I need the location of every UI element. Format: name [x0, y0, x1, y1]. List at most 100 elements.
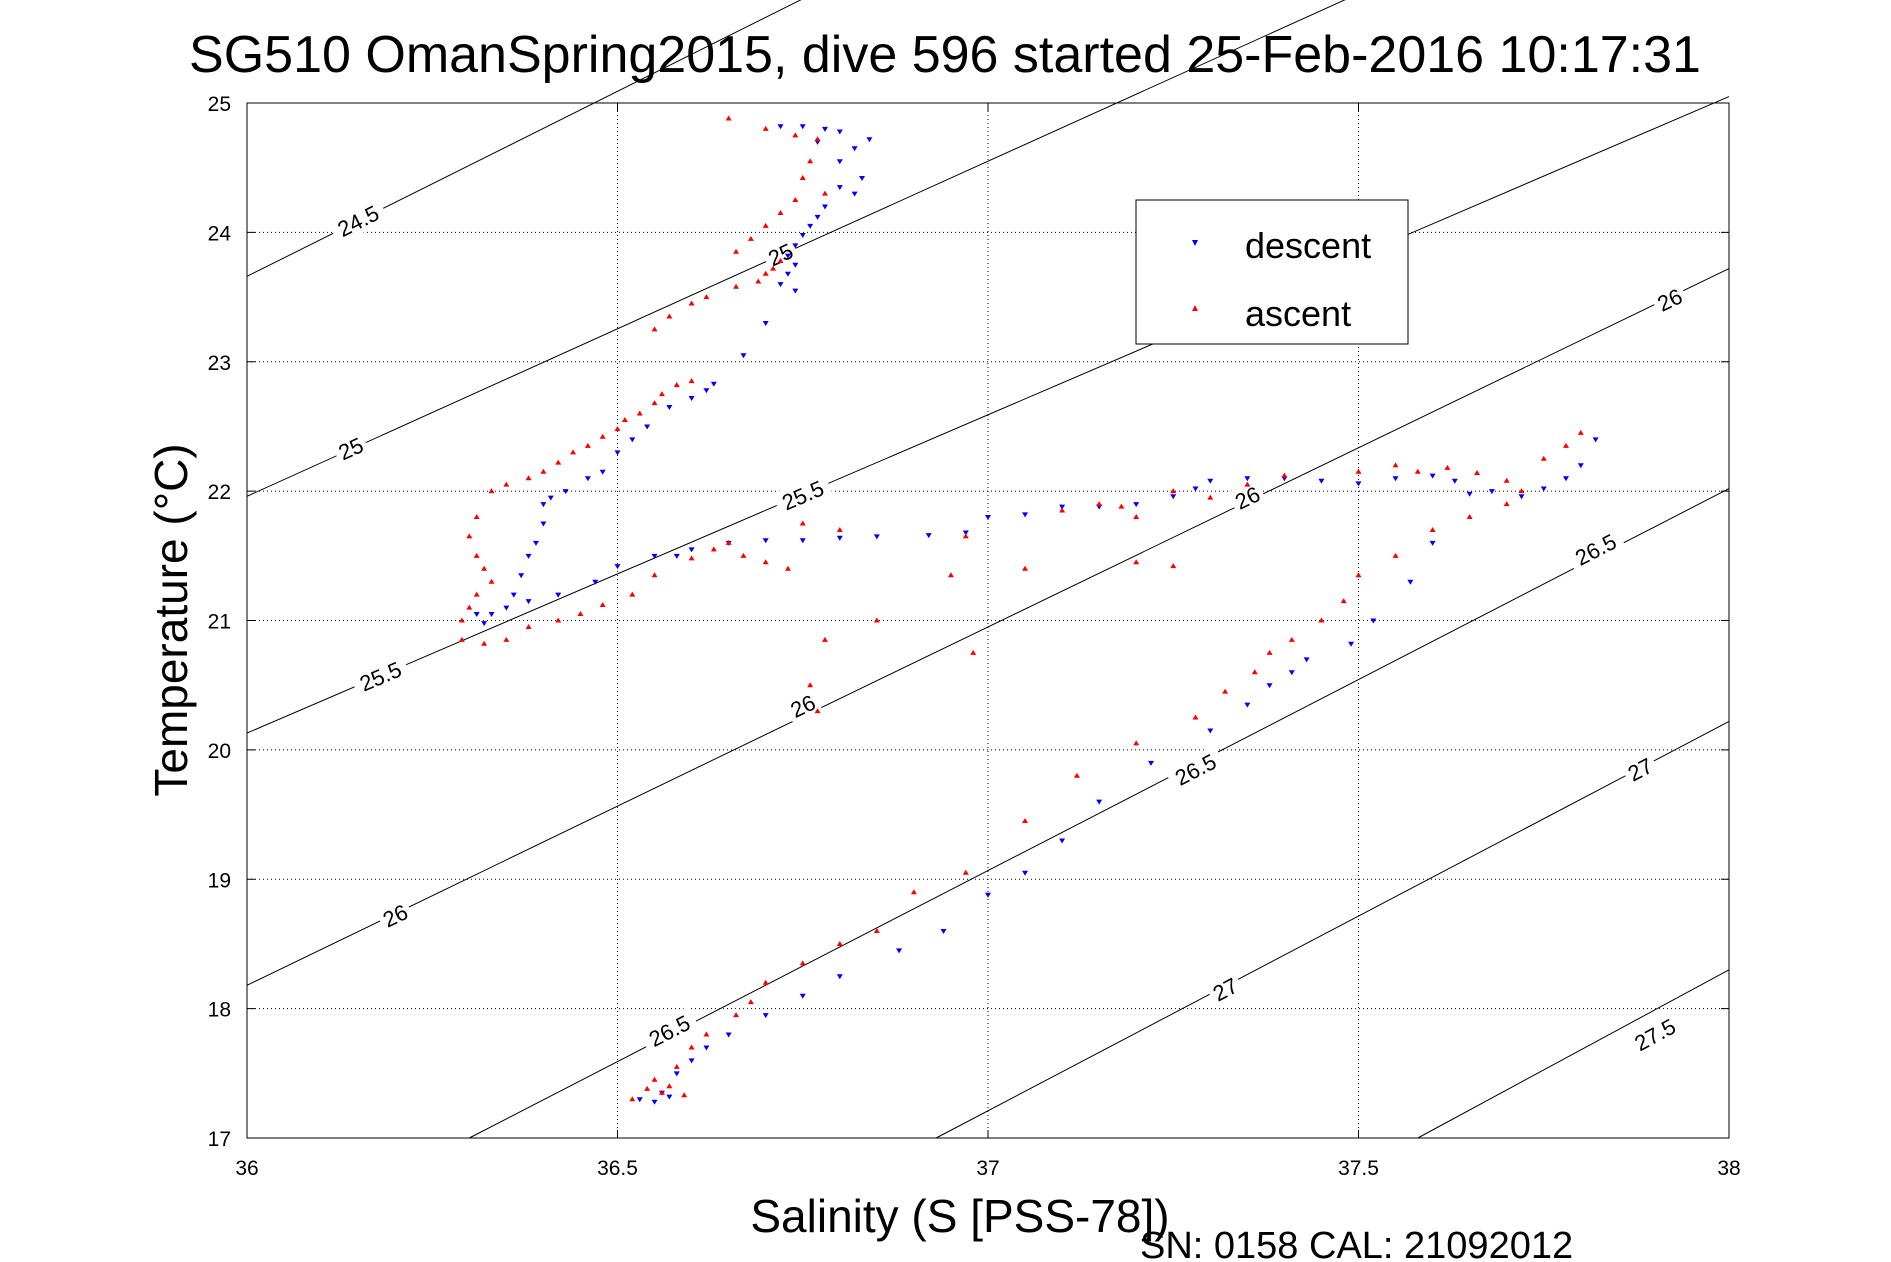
- descent-point: [836, 129, 843, 135]
- ascent-point: [1281, 472, 1288, 478]
- ascent-point: [688, 555, 695, 561]
- descent-point: [1303, 657, 1310, 663]
- descent-point: [666, 1094, 673, 1100]
- ascent-point: [681, 1092, 688, 1098]
- ascent-point: [1170, 488, 1177, 494]
- ascent-point: [792, 132, 799, 138]
- legend-box: [1135, 199, 1409, 345]
- ascent-point: [651, 572, 658, 578]
- y-tick-label: 25: [208, 93, 231, 116]
- ascent-point: [1222, 688, 1229, 694]
- ascent-point: [658, 391, 665, 397]
- ascent-point: [1318, 617, 1325, 623]
- ascent-point: [1355, 572, 1362, 578]
- ascent-point: [947, 572, 954, 578]
- ascent-point: [1096, 501, 1103, 507]
- descent-point: [547, 495, 554, 501]
- ascent-point: [584, 442, 591, 448]
- ascent-point: [733, 283, 740, 289]
- descent-point: [592, 579, 599, 585]
- x-tick-label: 37.5: [1338, 1157, 1379, 1180]
- ascent-point: [1429, 526, 1436, 532]
- ascent-point: [807, 158, 814, 164]
- contour-label-bg: [1227, 478, 1268, 517]
- contour-label-bg: [349, 653, 412, 700]
- y-tick-label: 23: [208, 352, 231, 375]
- descent-point: [584, 476, 591, 482]
- ascent-point: [710, 546, 717, 552]
- descent-point: [866, 137, 873, 143]
- ascent-point: [503, 636, 510, 642]
- ascent-point: [1392, 462, 1399, 468]
- ascent-point: [1207, 494, 1214, 500]
- descent-point: [540, 502, 547, 508]
- y-tick-label: 18: [208, 999, 231, 1022]
- ascent-point: [836, 940, 843, 946]
- ascent-point: [725, 539, 732, 545]
- ascent-point: [762, 222, 769, 228]
- ascent-point: [807, 682, 814, 688]
- descent-point: [710, 381, 717, 387]
- ascent-point: [488, 578, 495, 584]
- descent-point: [1466, 491, 1473, 497]
- contour-label-bg: [1204, 970, 1246, 1009]
- descent-point: [792, 243, 799, 249]
- descent-point: [1429, 540, 1436, 546]
- ascent-point: [1133, 514, 1140, 519]
- ascent-point: [1518, 488, 1525, 494]
- chart-title: SG510 OmanSpring2015, dive 596 started 2…: [189, 26, 1701, 84]
- ascent-point: [651, 326, 658, 332]
- descent-point: [1540, 486, 1547, 492]
- contour-label: 25.5: [356, 657, 405, 697]
- y-tick-label: 17: [208, 1128, 231, 1151]
- descent-point: [792, 262, 799, 268]
- legend-ascent-label: ascent: [1245, 293, 1351, 334]
- descent-point: [873, 534, 880, 540]
- ascent-point: [733, 248, 740, 254]
- descent-point: [821, 126, 828, 132]
- descent-point: [1096, 799, 1103, 805]
- descent-point: [777, 124, 784, 130]
- descent-point: [1059, 838, 1066, 844]
- contour-label-bg: [638, 1006, 701, 1056]
- descent-point: [644, 424, 651, 430]
- descent-point: [599, 469, 606, 475]
- descent-point: [851, 146, 858, 152]
- contour-label-bg: [771, 472, 834, 519]
- descent-point: [1348, 641, 1355, 647]
- ascent-point: [577, 611, 584, 617]
- descent-point: [851, 191, 858, 197]
- ascent-point: [836, 526, 843, 532]
- y-tick-label: 24: [208, 222, 232, 245]
- descent-point: [762, 320, 769, 326]
- descent-point: [1355, 481, 1362, 487]
- contour-label-bg: [1164, 744, 1227, 794]
- ascent-point: [703, 294, 710, 300]
- descent-point: [1592, 437, 1599, 443]
- descent-point: [1518, 494, 1525, 500]
- ascent-point: [762, 559, 769, 565]
- x-tick-label: 36: [235, 1157, 258, 1180]
- ascent-point: [799, 960, 806, 966]
- descent-point: [1207, 478, 1214, 484]
- descent-point: [481, 621, 488, 627]
- legend-descent-label: descent: [1245, 225, 1371, 266]
- ascent-point: [525, 623, 532, 629]
- descent-point: [792, 288, 799, 294]
- ascent-point: [555, 617, 562, 623]
- ascent-point: [599, 601, 606, 607]
- descent-point: [1407, 579, 1414, 585]
- descent-point: [614, 450, 621, 456]
- descent-point: [859, 176, 866, 182]
- descent-point: [836, 535, 843, 541]
- ascent-point: [1414, 468, 1421, 474]
- descent-point: [1451, 478, 1458, 484]
- ascent-point: [747, 999, 754, 1005]
- ascent-point: [688, 1044, 695, 1050]
- legend-descent-marker: [1192, 240, 1198, 246]
- ascent-point: [770, 265, 777, 271]
- ascent-point: [740, 552, 747, 558]
- descent-point: [799, 993, 806, 999]
- descent-point: [688, 395, 695, 401]
- contour-label-bg: [1564, 524, 1627, 574]
